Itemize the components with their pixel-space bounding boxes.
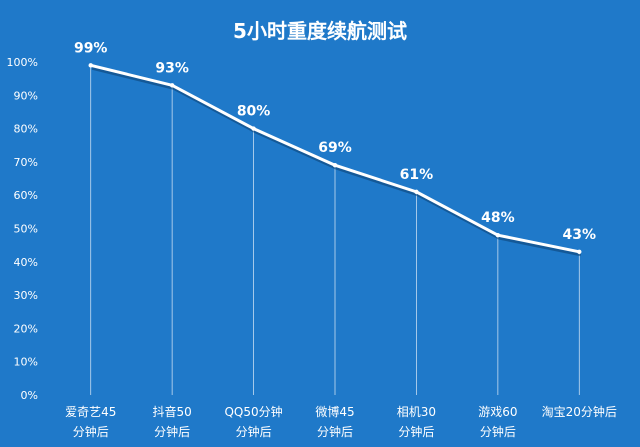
y-tick-label: 0%	[21, 389, 38, 402]
data-label: 48%	[481, 210, 515, 226]
data-points	[88, 63, 582, 255]
x-tick-label: QQ50分钟分钟后	[224, 404, 282, 439]
x-tick-label: 微博45 分钟后	[315, 404, 354, 439]
y-tick-label: 40%	[14, 256, 38, 269]
drop-lines	[90, 65, 580, 395]
y-tick-label: 60%	[14, 189, 38, 202]
y-tick-label: 80%	[14, 123, 38, 136]
y-tick-label: 10%	[14, 356, 38, 369]
data-label: 93%	[155, 60, 189, 76]
y-tick-label: 100%	[7, 56, 38, 69]
data-point	[414, 189, 419, 195]
y-tick-label: 90%	[14, 89, 38, 102]
data-point	[251, 126, 256, 131]
data-point	[495, 232, 501, 238]
data-point	[88, 63, 93, 68]
x-tick-label: 淘宝20分钟后	[542, 404, 617, 419]
data-label: 69%	[318, 140, 352, 156]
y-tick-label: 50%	[14, 223, 38, 236]
x-tick-label: 游戏60 分钟后	[478, 405, 517, 439]
y-tick-label: 70%	[14, 156, 38, 169]
data-point	[169, 83, 175, 88]
data-point	[332, 163, 338, 168]
series-line-shadow	[91, 66, 582, 257]
data-label: 61%	[400, 167, 434, 183]
data-label: 43%	[563, 227, 597, 243]
x-tick-label: 爱奇艺45 分钟后	[65, 405, 116, 439]
data-label: 80%	[237, 104, 271, 120]
data-label: 99%	[74, 40, 108, 56]
x-tick-label: 相机30 分钟后	[397, 405, 436, 439]
data-point	[577, 249, 582, 255]
y-tick-label: 20%	[14, 322, 38, 335]
y-axis: 0% 10% 20% 30% 40% 50% 60% 70% 80% 90% 100%	[7, 56, 38, 402]
data-labels: 99% 93% 80% 69% 61% 48% 43%	[74, 40, 596, 242]
y-tick-label: 30%	[14, 289, 38, 302]
chart-title: 5小时重度续航测试	[233, 19, 407, 43]
x-tick-label: 抖音50 分钟后	[153, 404, 192, 439]
